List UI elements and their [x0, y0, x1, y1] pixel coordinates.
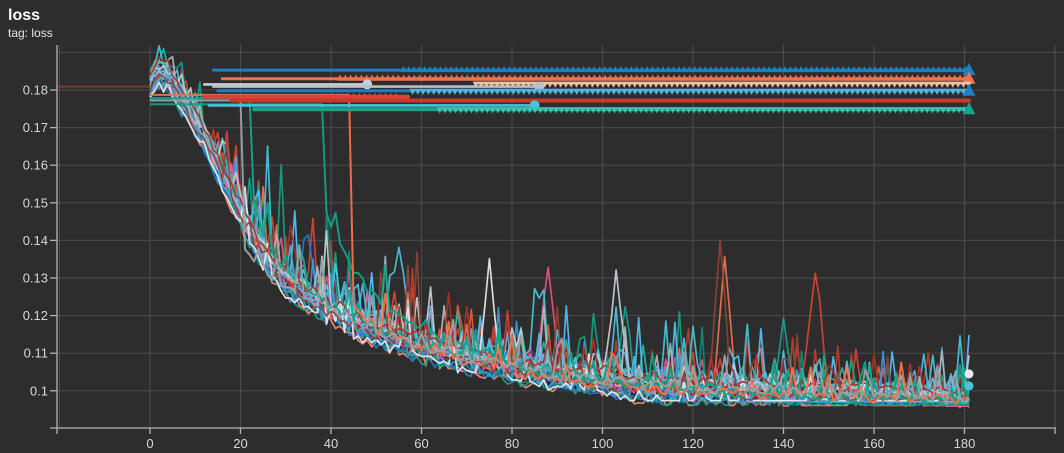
y-tick-label-2: 0.16 — [23, 158, 48, 173]
x-tick-label-4: 80 — [505, 436, 519, 451]
plateau-teal-0.1749-end-marker — [962, 102, 976, 115]
axes: 0.18 0.17 0.16 0.15 0.14 0.13 0.12 0.11 0.1 0 20 40… — [23, 45, 1056, 451]
plateau-blue-0.1853-markers — [400, 65, 969, 73]
y-tick-label-7: 0.11 — [24, 346, 48, 361]
x-tick-label-9: 180 — [954, 436, 976, 451]
y-tick-label-4: 0.14 — [23, 233, 48, 248]
page-title: loss — [8, 7, 41, 24]
plateau-blue-0.1798-end-marker — [962, 83, 976, 96]
chart-tag-subtitle: tag: loss — [8, 26, 53, 40]
gridlines — [57, 45, 1064, 428]
y-tick-label-6: 0.12 — [23, 308, 48, 323]
plateau-blue-0.1798-markers — [409, 88, 972, 95]
y-tick-label-8: 0.1 — [30, 383, 48, 398]
plateau-gray-0.1815-end-dot — [362, 79, 373, 90]
x-tick-label-3: 60 — [414, 436, 428, 451]
y-tick-label-0: 0.18 — [23, 83, 48, 98]
x-tick-label-8: 160 — [863, 436, 885, 451]
x-tick-label-0: 0 — [146, 436, 153, 451]
x-tick-label-6: 120 — [682, 436, 704, 451]
bundle-end-dot-1 — [964, 381, 974, 391]
y-tick-label-5: 0.13 — [23, 271, 48, 286]
x-tick-label-5: 100 — [592, 436, 614, 451]
y-tick-label-1: 0.17 — [23, 120, 48, 135]
x-tick-label-2: 40 — [324, 436, 338, 451]
x-tick-label-7: 140 — [773, 436, 795, 451]
plateau-blue-0.1853-end-marker — [962, 63, 976, 76]
plot-area[interactable] — [149, 45, 976, 409]
plateau-orange-0.1830-end-marker — [962, 71, 976, 84]
plateau-teal-0.1749-markers — [436, 107, 968, 114]
y-tick-label-3: 0.15 — [23, 195, 48, 210]
bundle-run-line-17[interactable] — [149, 65, 969, 403]
drop-gray-step20[interactable] — [150, 99, 970, 406]
chart-header: loss tag: loss — [8, 6, 53, 41]
plateau-cream-0.1817-markers — [472, 81, 972, 88]
x-tick-label-1: 20 — [233, 436, 247, 451]
bundle-end-dot-0 — [964, 369, 974, 379]
